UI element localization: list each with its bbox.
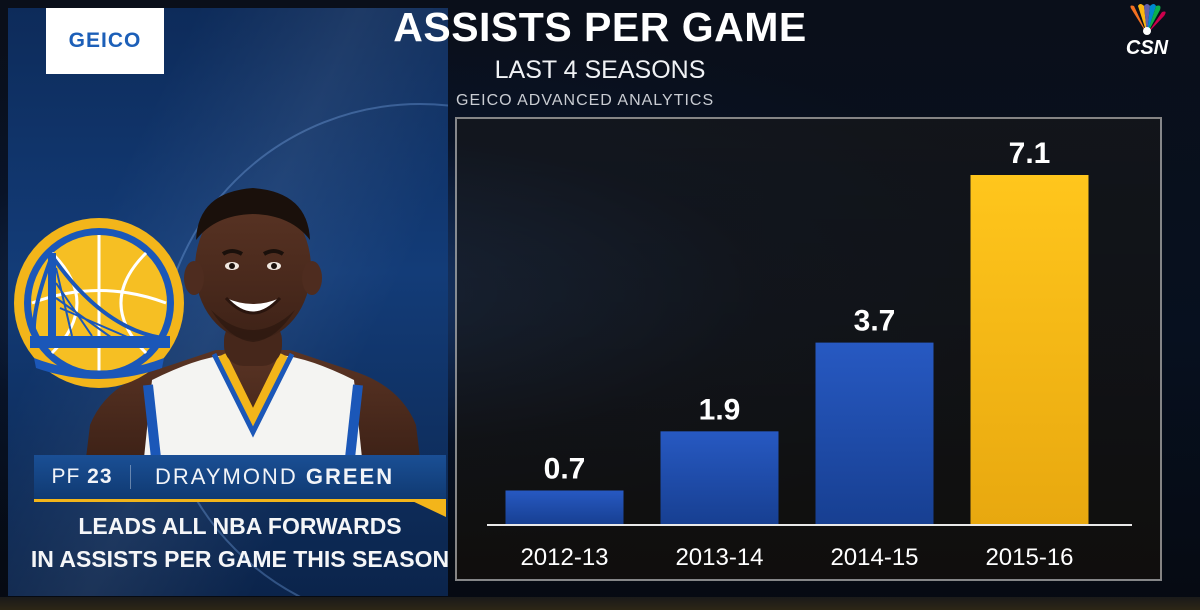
bar-value-label: 7.1: [1009, 137, 1051, 170]
bar-value-label: 0.7: [544, 452, 586, 485]
geico-logo-text: GEICO: [68, 29, 142, 52]
chart-title: ASSISTS PER GAME: [393, 4, 807, 50]
warriors-logo-icon: [14, 218, 184, 388]
bar-2015-16: [970, 175, 1089, 525]
x-tick-label: 2013-14: [675, 544, 763, 571]
x-tick-label: 2015-16: [985, 544, 1073, 571]
peacock-icon: [1130, 4, 1166, 35]
player-caption: LEADS ALL NBA FORWARDS IN ASSISTS PER GA…: [30, 510, 450, 576]
player-first-name: DRAYMOND: [155, 464, 298, 489]
bar-value-label: 3.7: [854, 305, 896, 338]
player-name-bar: PF 23 DRAYMOND GREEN: [34, 455, 446, 502]
network-logo-text: CSN: [1125, 37, 1169, 59]
bar-2012-13: [505, 490, 624, 525]
chart-area: 0.7 2012-13 1.9 2013-14 3.7 2014-15 7.1 2015-16: [455, 117, 1162, 581]
player-name: DRAYMOND GREEN: [131, 464, 394, 490]
player-last-name: GREEN: [305, 464, 395, 489]
name-bar-accent: [408, 499, 446, 517]
chart-subtitle: LAST 4 SEASONS: [494, 56, 706, 84]
bar-2014-15: [815, 342, 934, 525]
x-tick-label: 2012-13: [520, 544, 608, 571]
caption-line-1: LEADS ALL NBA FORWARDS: [78, 513, 402, 539]
sponsor-line: GEICO ADVANCED ANALYTICS: [456, 92, 715, 109]
player-position: PF: [51, 465, 81, 488]
player-number: 23: [87, 465, 113, 488]
geico-logo: GEICO: [46, 8, 164, 74]
bar-2013-14: [660, 431, 779, 525]
bottom-rail: [0, 597, 1200, 610]
bar-value-label: 1.9: [699, 393, 741, 426]
bar-chart: 0.7 2012-13 1.9 2013-14 3.7 2014-15 7.1 2015-16: [487, 137, 1132, 571]
player-photo: [86, 188, 420, 458]
x-tick-label: 2014-15: [830, 544, 918, 571]
network-logo: CSN: [1112, 4, 1182, 59]
caption-line-2: IN ASSISTS PER GAME THIS SEASON: [30, 546, 450, 572]
player-position-number: PF 23: [34, 465, 131, 489]
